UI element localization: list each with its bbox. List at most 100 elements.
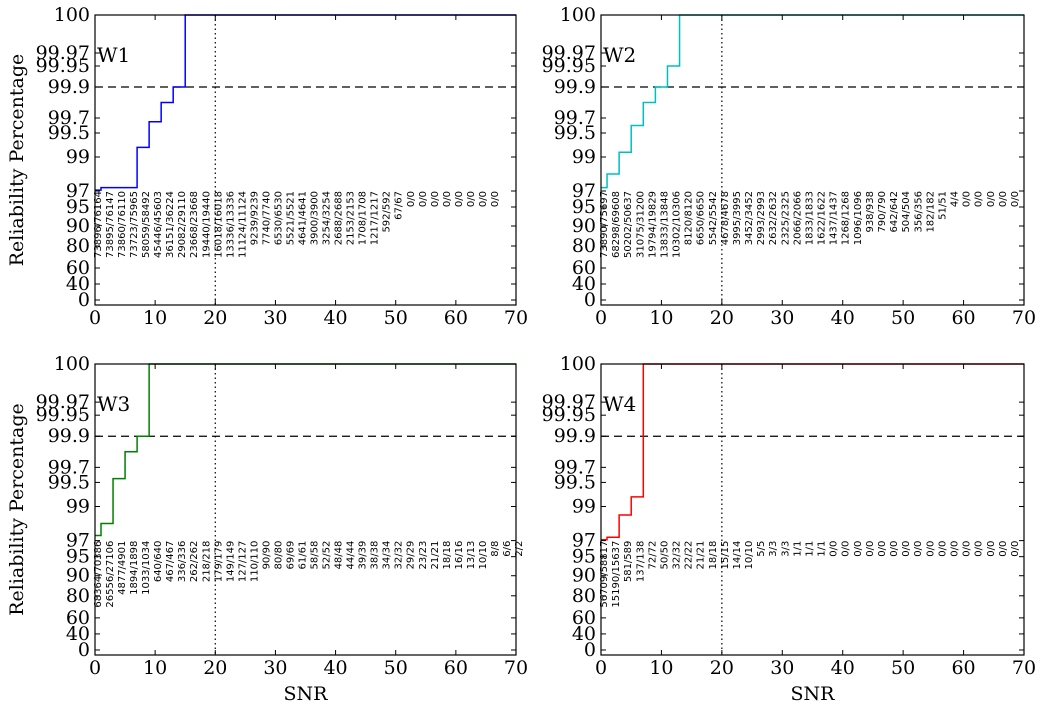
count-label: 0/0: [442, 191, 453, 207]
series-line: [601, 363, 1024, 541]
count-label: 51/51: [937, 191, 948, 220]
count-label: 0/0: [986, 541, 997, 557]
y-tick-label: 40: [572, 623, 596, 645]
x-tick-label: 0: [89, 657, 101, 679]
count-label: 2153/2153: [346, 191, 357, 245]
y-tick-label: 95: [572, 196, 596, 218]
count-label: 4678/4678: [720, 191, 731, 245]
y-tick-label: 99: [572, 495, 596, 517]
count-label: 1/1: [817, 541, 828, 557]
count-label: 0/0: [1010, 541, 1021, 557]
count-label: 13/13: [466, 541, 477, 570]
y-tick-label: 99.95: [542, 55, 596, 77]
y-tick-label: 100: [54, 353, 90, 375]
count-label: 44/44: [346, 541, 357, 570]
count-label: 69/69: [285, 541, 296, 570]
count-label: 72/72: [647, 541, 658, 570]
x-tick-label: 70: [1012, 307, 1036, 329]
count-label: 18/18: [442, 541, 453, 570]
count-label: 137/138: [635, 541, 646, 583]
x-tick-label: 10: [143, 307, 167, 329]
count-label: 80/80: [273, 541, 284, 570]
count-label: 52/52: [322, 541, 333, 570]
count-label: 50/50: [659, 541, 670, 570]
count-label: 0/0: [962, 191, 973, 207]
count-label: 1437/1437: [829, 191, 840, 245]
y-tick-label: 99.9: [554, 425, 596, 447]
y-tick-label: 99.5: [554, 122, 596, 144]
count-label: 2632/2632: [768, 191, 779, 245]
count-label: 0/0: [974, 191, 985, 207]
count-label: 11124/11124: [237, 191, 248, 258]
count-label: 21/21: [430, 541, 441, 570]
count-label: 9239/9239: [249, 191, 260, 245]
count-label: 29082/29110: [177, 191, 188, 258]
x-tick-label: 50: [384, 657, 408, 679]
count-label: 0/0: [1010, 191, 1021, 207]
x-tick-label: 70: [504, 657, 528, 679]
x-tick-label: 60: [444, 657, 468, 679]
x-tick-label: 20: [203, 307, 227, 329]
count-label: 3/3: [768, 541, 779, 557]
x-tick-label: 50: [891, 657, 915, 679]
count-label: 640/640: [153, 541, 164, 583]
count-label: 16018/16018: [213, 191, 224, 258]
count-label: 23668/23668: [189, 191, 200, 258]
y-tick-label: 40: [66, 623, 90, 645]
y-tick-label: 99.7: [554, 107, 596, 129]
x-tick-label: 30: [263, 657, 287, 679]
y-tick-label: 95: [66, 196, 90, 218]
x-tick-label: 30: [770, 657, 794, 679]
count-label: 2/2: [514, 541, 525, 557]
count-label: 262/262: [189, 541, 200, 583]
count-label: 61/61: [297, 541, 308, 570]
count-label: 0/0: [998, 541, 1009, 557]
count-label: 790/790: [877, 191, 888, 233]
count-label: 0/0: [478, 191, 489, 207]
y-tick-label: 99: [66, 495, 90, 517]
count-label: 8120/8120: [684, 191, 695, 245]
y-tick-label: 100: [54, 4, 90, 26]
y-tick-label: 90: [66, 565, 90, 587]
y-tick-label: 40: [572, 273, 596, 295]
count-label: 67/67: [394, 191, 405, 220]
y-tick-label: 90: [572, 215, 596, 237]
y-tick-label: 100: [560, 353, 596, 375]
count-label: 467/467: [165, 541, 176, 583]
y-tick-label: 99: [572, 146, 596, 168]
y-tick-label: 99.95: [36, 404, 90, 426]
y-tick-label: 95: [66, 546, 90, 568]
count-label: 110/110: [249, 541, 260, 583]
count-label: 58059/58492: [141, 191, 152, 258]
count-label: 7740/7740: [261, 191, 272, 245]
panel-label: W2: [603, 43, 636, 67]
y-tick-label: 99.5: [48, 471, 90, 493]
x-tick-label: 40: [831, 307, 855, 329]
x-tick-label: 40: [831, 657, 855, 679]
panel-w1: 73896/76164 73895/76147 73860/76110 73723/7…: [6, 4, 528, 329]
count-label: 6650/6650: [696, 191, 707, 245]
x-tick-label: 70: [504, 307, 528, 329]
y-tick-label: 80: [572, 235, 596, 257]
count-label: 0/0: [913, 541, 924, 557]
y-tick-label: 99.97: [542, 42, 596, 64]
count-label: 19794/19829: [647, 191, 658, 258]
y-tick-label: 99.9: [48, 425, 90, 447]
count-label: 1268/1268: [841, 191, 852, 245]
y-tick-label: 95: [572, 546, 596, 568]
count-label: 179/179: [213, 541, 224, 583]
count-label: 1622/1622: [817, 191, 828, 245]
count-label: 58/58: [310, 541, 321, 570]
count-label: 592/592: [382, 191, 393, 233]
count-label: 15/15: [720, 541, 731, 570]
y-tick-label: 60: [66, 257, 90, 279]
count-label: 127/127: [237, 541, 248, 583]
count-label: 0/0: [974, 541, 985, 557]
count-label: 0/0: [841, 541, 852, 557]
count-label: 10302/10306: [672, 191, 683, 258]
count-label: 73723/75965: [129, 191, 140, 258]
y-tick-label: 99.7: [554, 456, 596, 478]
y-tick-label: 40: [66, 273, 90, 295]
count-label: 2993/2993: [756, 191, 767, 245]
count-label: 73896/76164: [93, 191, 104, 258]
